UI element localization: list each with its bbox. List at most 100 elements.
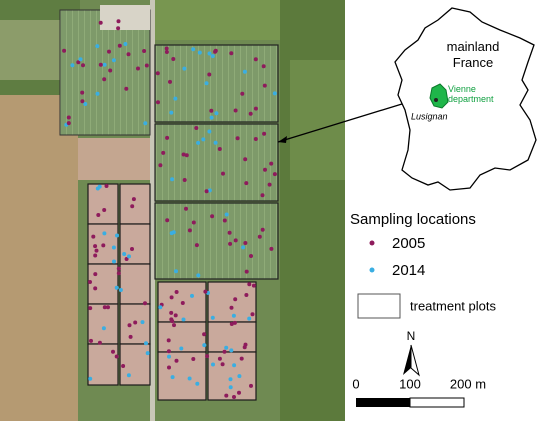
sampling-point [93, 253, 98, 258]
sampling-point [181, 317, 186, 322]
sampling-point [156, 100, 160, 105]
sampling-point [112, 259, 116, 264]
sampling-point [222, 218, 227, 223]
sampling-point [93, 244, 98, 249]
sampling-point [182, 66, 187, 71]
sampling-point [158, 305, 163, 310]
sampling-point [204, 81, 209, 86]
sampling-point [224, 393, 229, 398]
sampling-point [117, 43, 122, 48]
sampling-point [214, 111, 219, 116]
sampling-point [232, 395, 236, 399]
sampling-point [190, 293, 194, 298]
sampling-point [229, 51, 234, 56]
sampling-point [136, 66, 140, 71]
sampling-point [122, 252, 127, 256]
sampling-point [114, 354, 119, 359]
sampling-point [127, 254, 131, 259]
sampling-point [102, 208, 107, 212]
sampling-point [207, 188, 212, 193]
scale-label: 100 [399, 376, 421, 391]
sampling-point [262, 131, 267, 136]
sampling-point [210, 54, 215, 59]
sampling-point [144, 341, 148, 346]
sampling-point [62, 48, 67, 53]
sampling-point [253, 137, 258, 141]
sampling-point [261, 64, 266, 69]
sampling-point [158, 163, 163, 168]
sampling-point [194, 243, 199, 248]
locator-arrow [278, 136, 287, 143]
sampling-point [130, 204, 135, 209]
legend-marker [369, 267, 375, 273]
sampling-point [213, 49, 218, 54]
sampling-point [204, 189, 209, 194]
sampling-point [191, 220, 196, 225]
sampling-point [253, 106, 258, 111]
sampling-point [167, 354, 171, 359]
sampling-point [145, 351, 150, 356]
sampling-point [91, 234, 96, 239]
sampling-point [80, 99, 85, 104]
sampling-point [233, 297, 238, 302]
sampling-point [143, 301, 147, 306]
sampling-point [114, 285, 119, 290]
sampling-point [88, 306, 93, 311]
sampling-point [164, 46, 169, 51]
sampling-point [161, 150, 166, 155]
sampling-point [233, 108, 238, 113]
sampling-point [76, 60, 81, 65]
sampling-point [66, 121, 71, 126]
sampling-point [155, 71, 160, 76]
sampling-point [102, 231, 107, 236]
sampling-point [118, 288, 123, 292]
sampling-point [229, 305, 234, 310]
sampling-point [108, 68, 113, 73]
sampling-point [144, 63, 149, 68]
sampling-point [224, 212, 229, 217]
sampling-point [202, 343, 207, 348]
sampling-point [126, 52, 131, 57]
sampling-point [95, 186, 100, 191]
sampling-point [181, 152, 186, 157]
sampling-point [202, 332, 207, 337]
sampling-point [166, 338, 171, 343]
sampling-point [217, 356, 222, 361]
sampling-point [140, 320, 145, 325]
sampling-point [174, 290, 179, 294]
aerial-photo [0, 0, 345, 421]
legend-label: 2005 [392, 235, 425, 252]
france-label-1: mainland France [447, 39, 500, 70]
sampling-point [272, 172, 277, 177]
sampling-point [115, 233, 119, 238]
sampling-point [171, 57, 176, 61]
sampling-point [93, 286, 98, 291]
town-label: Lusignan [411, 111, 448, 121]
sampling-point [97, 340, 102, 345]
sampling-point [98, 20, 103, 25]
legend-plots-label: treatment plots [410, 298, 496, 313]
sampling-point [205, 354, 210, 359]
sampling-point [80, 90, 85, 95]
sampling-point [70, 63, 75, 68]
scale-label: 200 m [450, 376, 486, 391]
sampling-point [179, 346, 184, 351]
sampling-point [233, 238, 238, 243]
sampling-point [248, 111, 253, 116]
sampling-point [116, 271, 121, 276]
sampling-point [262, 83, 267, 88]
sampling-point [209, 108, 214, 113]
sampling-point [207, 72, 212, 77]
sampling-point [171, 230, 176, 235]
sampling-point [257, 234, 262, 239]
sampling-point [165, 218, 170, 223]
sampling-point [239, 356, 244, 361]
sampling-point [102, 77, 107, 82]
sampling-point [194, 126, 199, 130]
sampling-point [133, 320, 138, 325]
sampling-point [217, 147, 222, 151]
sampling-point [243, 157, 248, 162]
sampling-point [196, 140, 201, 145]
sampling-point [128, 334, 133, 339]
sampling-point [228, 241, 233, 246]
